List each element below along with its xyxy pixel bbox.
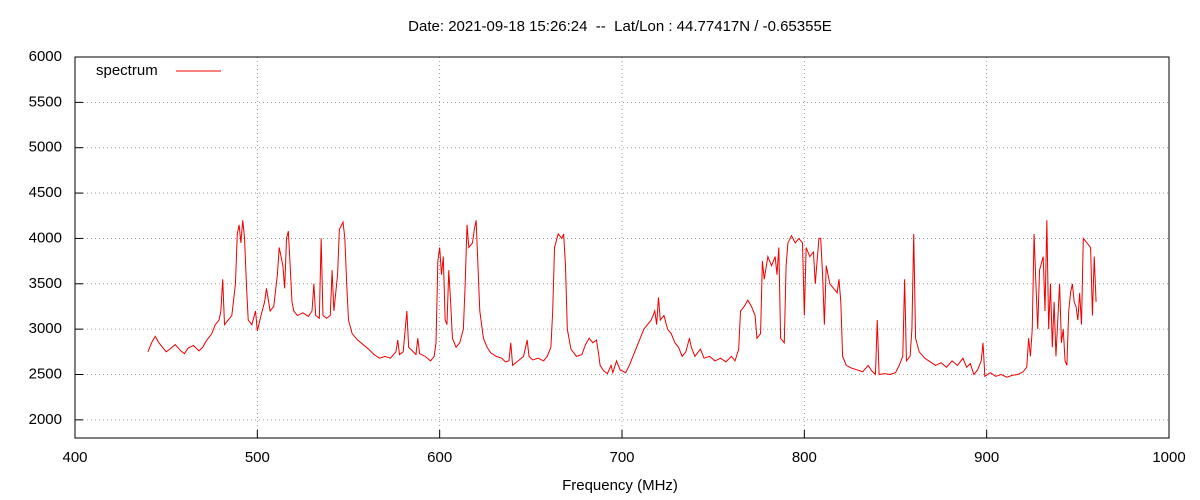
y-tick-label: 4500: [29, 184, 62, 201]
x-axis-label: Frequency (MHz): [562, 477, 678, 494]
y-tick-label: 2000: [29, 411, 62, 428]
legend-label: spectrum: [96, 62, 158, 79]
x-tick-label: 400: [62, 449, 87, 466]
y-tick-label: 5500: [29, 93, 62, 110]
y-tick-label: 5000: [29, 139, 62, 156]
x-tick-label: 700: [609, 449, 634, 466]
chart-title: Date: 2021-09-18 15:26:24 -- Lat/Lon : 4…: [408, 18, 832, 35]
y-tick-label: 4000: [29, 229, 62, 246]
y-tick-label: 3000: [29, 320, 62, 337]
spectrum-line: [147, 220, 1097, 378]
x-tick-label: 500: [245, 449, 270, 466]
x-tick-label: 1000: [1152, 449, 1185, 466]
x-tick-label: 800: [792, 449, 817, 466]
plot-border: [74, 56, 1170, 439]
y-tick-label: 6000: [29, 48, 62, 65]
y-tick-label: 2500: [29, 365, 62, 382]
x-tick-label: 900: [974, 449, 999, 466]
x-tick-label: 600: [427, 449, 452, 466]
y-tick-label: 3500: [29, 275, 62, 292]
